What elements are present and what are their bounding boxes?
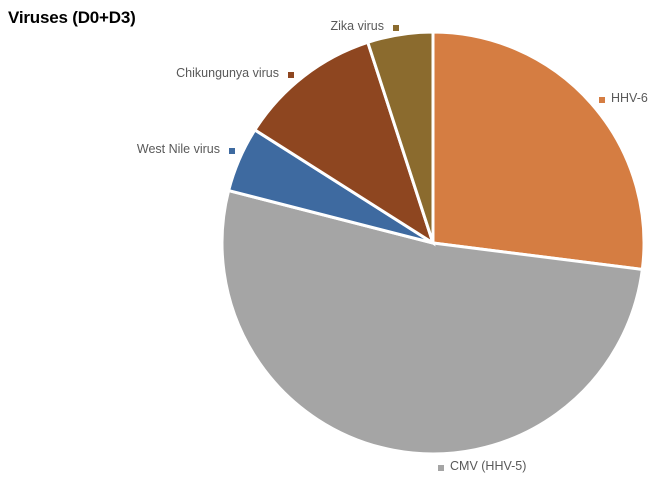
legend-marker-cmv-hhv-5 bbox=[438, 465, 444, 471]
chart-title: Viruses (D0+D3) bbox=[8, 8, 136, 27]
pie-slices bbox=[220, 30, 646, 456]
pie-slice-cmv-hhv-5 bbox=[220, 188, 645, 456]
legend-marker-zika-virus bbox=[393, 25, 399, 31]
slice-label-cmv-hhv-5: CMV (HHV-5) bbox=[450, 459, 526, 473]
legend-marker-hhv-6 bbox=[599, 97, 605, 103]
slice-label-chikungunya-virus: Chikungunya virus bbox=[176, 66, 279, 80]
pie-labels: HHV-6 CMV (HHV-5) West Nile virus Chikungun… bbox=[137, 19, 648, 473]
slice-label-hhv-6: HHV-6 bbox=[611, 91, 648, 105]
legend-marker-west-nile-virus bbox=[229, 148, 235, 154]
slice-label-west-nile-virus: West Nile virus bbox=[137, 142, 220, 156]
slice-label-zika-virus: Zika virus bbox=[331, 19, 384, 33]
pie-slice-chikungunya-virus bbox=[252, 40, 436, 247]
legend-marker-chikungunya-virus bbox=[288, 72, 294, 78]
pie-slice-hhv-6 bbox=[431, 30, 646, 272]
pie-slice-zika-virus bbox=[365, 30, 435, 244]
